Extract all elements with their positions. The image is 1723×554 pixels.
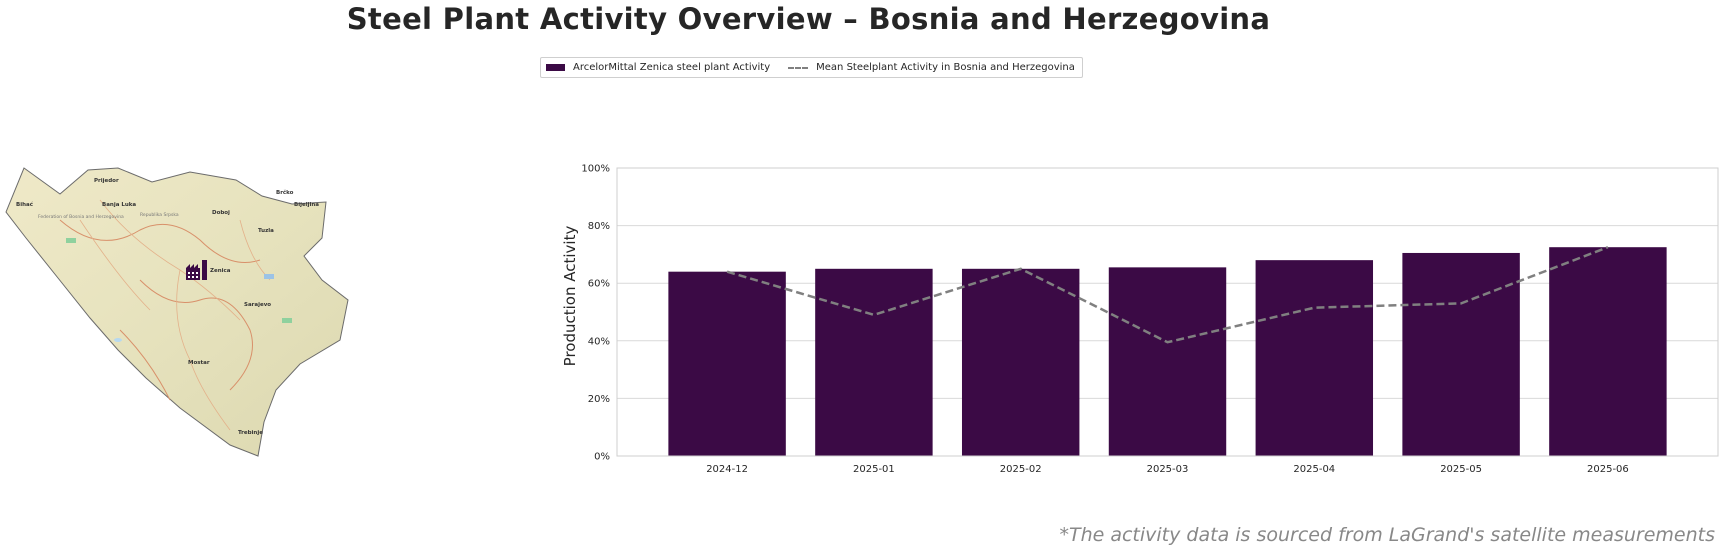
y-tick-label: 0% [594, 452, 610, 463]
legend-item-plant: ArcelorMittal Zenica steel plant Activit… [546, 62, 770, 73]
x-tick-label: 2025-05 [1440, 464, 1482, 475]
bar [961, 268, 1080, 456]
city-label: Doboj [212, 210, 230, 216]
bar [1402, 252, 1520, 456]
mean-line-path [726, 246, 1609, 344]
y-tick-label: 20% [588, 394, 610, 405]
y-tick-label: 80% [588, 221, 610, 232]
axes: 0% 20% 40% 60% 80% 100% 2024-12 2025-01 2025-02 2… [581, 164, 1719, 475]
legend-label-mean: Mean Steelplant Activity in Bosnia and H… [816, 62, 1075, 73]
activity-chart: 0% 20% 40% 60% 80% 100% 2024-12 2025-01 2025-02 2… [561, 164, 1719, 475]
region-label: Republika Srpska [140, 212, 179, 218]
y-tick-label: 40% [588, 336, 610, 347]
bar [1549, 247, 1667, 456]
chart-title: Steel Plant Activity Overview – Bosnia a… [346, 2, 1271, 36]
city-label: Bijeljina [294, 202, 319, 208]
city-label: Sarajevo [244, 302, 271, 308]
factory-icon [186, 260, 207, 280]
legend-swatch-bar [546, 64, 565, 71]
y-axis-label: Production Activity [561, 226, 579, 367]
bar [815, 268, 933, 456]
bosnia-map: Prijedor Banja Luka Bihać Doboj Tuzla Bi… [5, 167, 349, 457]
x-tick-label: 2025-02 [1000, 464, 1042, 475]
legend-label-plant: ArcelorMittal Zenica steel plant Activit… [573, 62, 771, 73]
plot-frame [616, 167, 1719, 457]
bar [668, 271, 786, 456]
x-tick-label: 2025-06 [1587, 464, 1629, 475]
y-tick-label: 100% [581, 164, 610, 175]
city-label: Prijedor [94, 178, 119, 184]
city-label: Brčko [276, 189, 294, 196]
city-label: Zenica [210, 268, 231, 274]
x-tick-label: 2025-01 [853, 464, 895, 475]
legend-swatch-line [788, 66, 809, 69]
region-label: Federation of Bosnia and Herzegovina [38, 214, 124, 220]
bar [1108, 267, 1227, 456]
roads [79, 199, 271, 431]
city-label: Bihać [16, 201, 34, 208]
x-tick-label: 2025-04 [1293, 464, 1335, 475]
bars [668, 247, 1667, 456]
footnote: *The activity data is sourced from LaGra… [1059, 524, 1715, 546]
x-tick-label: 2024-12 [706, 464, 748, 475]
city-label: Banja Luka [102, 202, 136, 208]
y-tick-label: 60% [588, 279, 610, 290]
legend: ArcelorMittal Zenica steel plant Activit… [540, 57, 1083, 78]
mean-line [726, 246, 1609, 344]
legend-item-mean: Mean Steelplant Activity in Bosnia and H… [788, 62, 1075, 73]
city-label: Trebinje [238, 430, 263, 436]
x-tick-label: 2025-03 [1147, 464, 1189, 475]
bar [1255, 260, 1374, 456]
entity-border [59, 219, 261, 401]
city-label: Mostar [188, 360, 210, 366]
city-label: Tuzla [258, 228, 274, 234]
